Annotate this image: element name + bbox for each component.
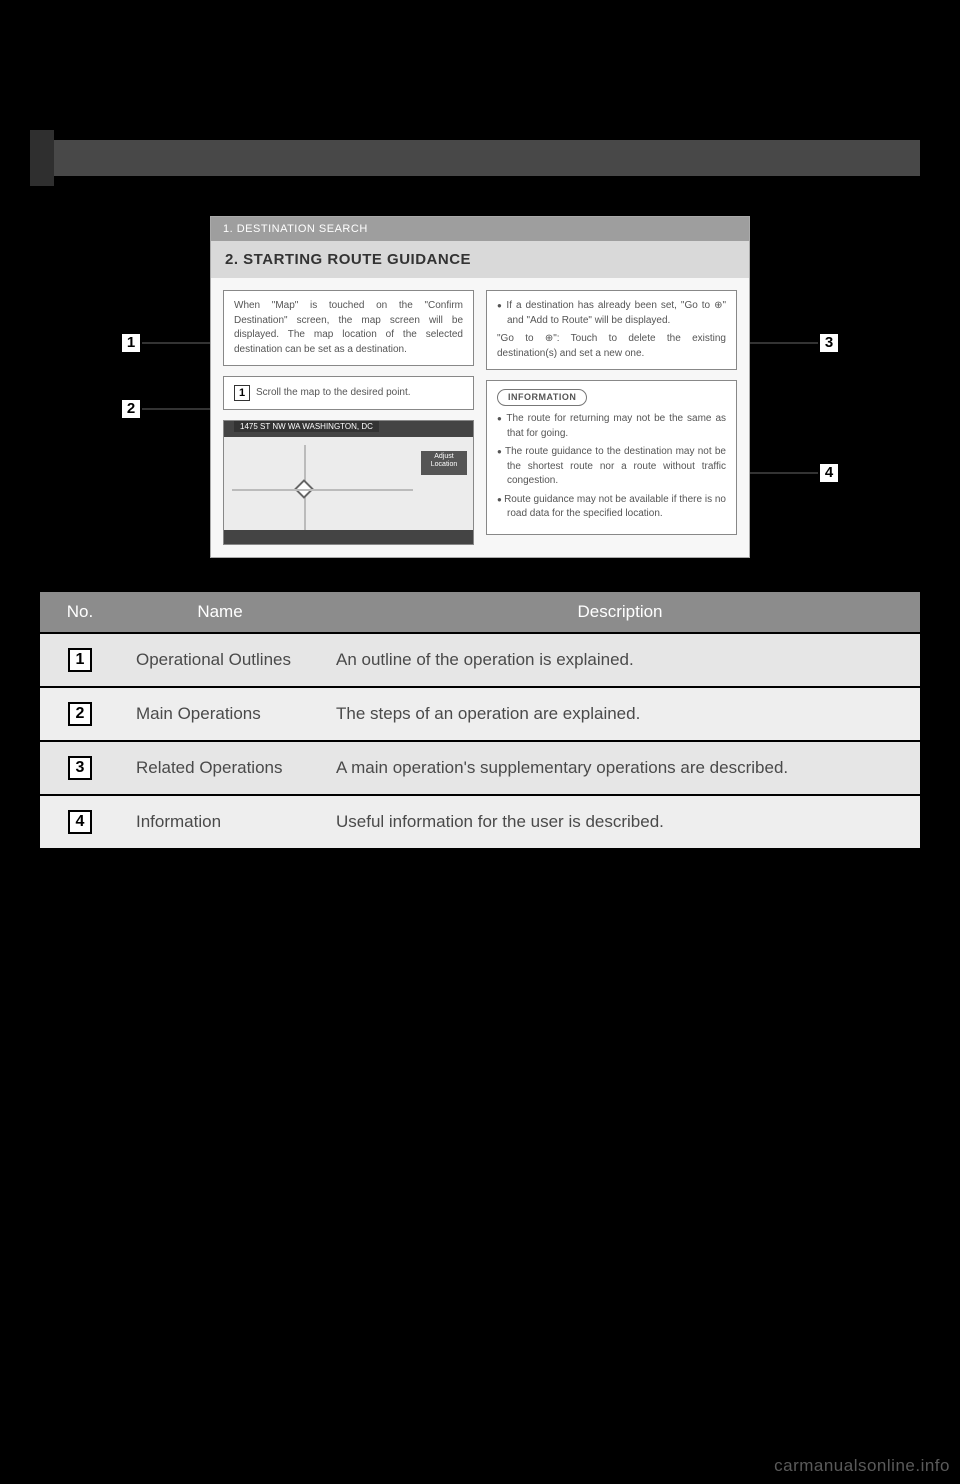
legend-table: No. Name Description 1 Operational Outli… — [40, 590, 920, 850]
section-header-bar — [40, 140, 920, 176]
row-number-box: 3 — [68, 756, 92, 780]
map-side-button: Adjust Location — [421, 451, 467, 475]
row-name: Information — [120, 796, 320, 848]
row-number-box: 2 — [68, 702, 92, 726]
row-name: Related Operations — [120, 742, 320, 794]
watermark: carmanualsonline.info — [774, 1456, 950, 1476]
related-text: "Go to ⊕": Touch to delete the existing … — [497, 332, 726, 361]
row-desc: An outline of the operation is explained… — [320, 634, 920, 686]
figure-title: 2. STARTING ROUTE GUIDANCE — [211, 241, 749, 278]
step-number: 1 — [234, 385, 250, 401]
row-name: Operational Outlines — [120, 634, 320, 686]
operational-outline-panel: When "Map" is touched on the "Confirm De… — [223, 290, 474, 366]
col-header-no: No. — [40, 592, 120, 632]
callout-line — [750, 342, 818, 344]
col-header-name: Name — [120, 592, 320, 632]
main-operation-step: 1 Scroll the map to the desired point. — [223, 376, 474, 410]
callout-2: 2 — [120, 398, 142, 420]
callout-line — [750, 472, 818, 474]
table-row: 3 Related Operations A main operation's … — [40, 742, 920, 794]
callout-4: 4 — [818, 462, 840, 484]
info-bullet: The route guidance to the destination ma… — [497, 445, 726, 489]
callout-1: 1 — [120, 332, 142, 354]
diagram-with-callouts: 1 2 3 4 1. DESTINATION SEARCH 2. STARTIN… — [120, 216, 840, 558]
row-desc: A main operation's supplementary operati… — [320, 742, 920, 794]
figure-left-column: When "Map" is touched on the "Confirm De… — [223, 290, 474, 545]
table-row: 1 Operational Outlines An outline of the… — [40, 634, 920, 686]
row-desc: Useful information for the user is descr… — [320, 796, 920, 848]
related-bullet: If a destination has already been set, "… — [497, 299, 726, 328]
info-bullet: The route for returning may not be the s… — [497, 412, 726, 441]
row-number-box: 4 — [68, 810, 92, 834]
figure-right-column: If a destination has already been set, "… — [486, 290, 737, 545]
map-screenshot: 1475 ST NW WA WASHINGTON, DC Adjust Loca… — [223, 420, 474, 545]
information-panel: INFORMATION The route for returning may … — [486, 380, 737, 535]
row-name: Main Operations — [120, 688, 320, 740]
map-address-label: 1475 ST NW WA WASHINGTON, DC — [234, 421, 379, 432]
figure-breadcrumb: 1. DESTINATION SEARCH — [211, 217, 749, 241]
step-text: Scroll the map to the desired point. — [256, 386, 411, 401]
information-label: INFORMATION — [497, 389, 587, 406]
info-bullet: Route guidance may not be available if t… — [497, 493, 726, 522]
callout-line — [142, 408, 210, 410]
callout-3: 3 — [818, 332, 840, 354]
table-row: 2 Main Operations The steps of an operat… — [40, 688, 920, 740]
callout-line — [142, 342, 210, 344]
row-desc: The steps of an operation are explained. — [320, 688, 920, 740]
row-number-box: 1 — [68, 648, 92, 672]
table-row: 4 Information Useful information for the… — [40, 796, 920, 848]
related-operations-panel: If a destination has already been set, "… — [486, 290, 737, 370]
page-content: 1 2 3 4 1. DESTINATION SEARCH 2. STARTIN… — [0, 0, 960, 850]
col-header-desc: Description — [320, 592, 920, 632]
manual-page-figure: 1. DESTINATION SEARCH 2. STARTING ROUTE … — [210, 216, 750, 558]
